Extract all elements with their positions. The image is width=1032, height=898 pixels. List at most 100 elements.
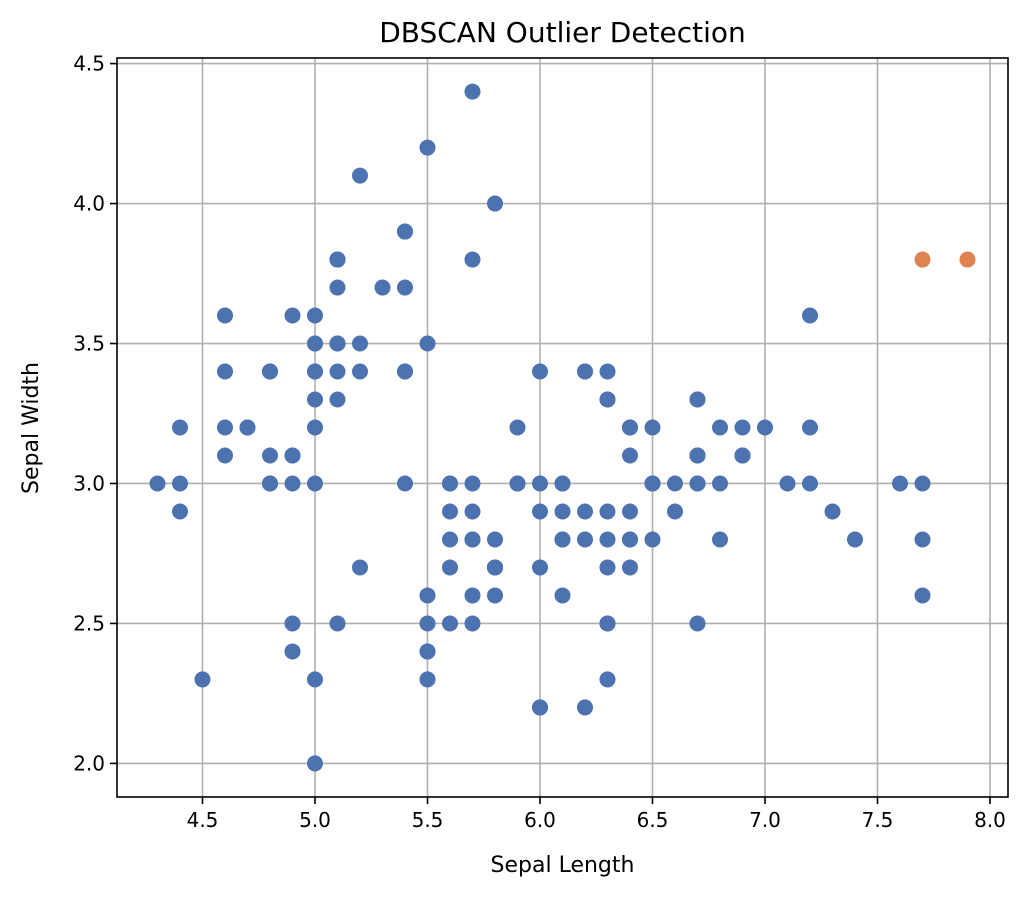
cluster-point — [622, 419, 638, 436]
cluster-point — [329, 335, 346, 352]
cluster-point — [194, 671, 211, 688]
cluster-point — [532, 363, 548, 380]
cluster-point — [284, 447, 301, 464]
cluster-point — [307, 335, 323, 352]
plot-frame — [116, 57, 1009, 798]
cluster-point — [712, 419, 728, 436]
cluster-point — [284, 643, 301, 660]
cluster-point — [442, 503, 458, 520]
cluster-point — [577, 531, 593, 548]
cluster-point — [689, 615, 706, 632]
cluster-point — [487, 531, 503, 548]
cluster-point — [802, 419, 818, 436]
cluster-point — [217, 363, 233, 380]
cluster-point — [734, 419, 751, 436]
outlier-point — [959, 251, 976, 268]
cluster-point — [262, 475, 278, 492]
cluster-point — [307, 307, 323, 324]
y-tick-label: 3.0 — [73, 471, 105, 495]
axis-ticks: 4.5 5.0 5.5 6.0 6.5 7.0 7.5 8.0 2.0 2.5 3.0 3.5 4.0 4… — [73, 52, 1006, 832]
cluster-point — [689, 447, 706, 464]
cluster-point — [802, 307, 818, 324]
cluster-point — [442, 475, 458, 492]
cluster-point — [329, 363, 346, 380]
cluster-point — [757, 419, 773, 436]
cluster-point — [487, 559, 503, 576]
x-tick-label: 6.0 — [524, 808, 556, 832]
x-tick-label: 6.5 — [637, 808, 669, 832]
cluster-point — [352, 335, 368, 352]
cluster-point — [262, 447, 278, 464]
cluster-point — [442, 615, 458, 632]
cluster-point — [284, 307, 301, 324]
cluster-point — [509, 419, 526, 436]
cluster-point — [599, 503, 616, 520]
cluster-point — [397, 363, 413, 380]
cluster-point — [172, 475, 188, 492]
y-tick-label: 4.5 — [73, 52, 105, 76]
cluster-point — [689, 391, 706, 408]
cluster-point — [419, 139, 436, 156]
data-points — [149, 83, 976, 772]
x-tick-label: 7.0 — [749, 808, 781, 832]
cluster-point — [892, 475, 908, 492]
cluster-point — [217, 419, 233, 436]
cluster-point — [329, 279, 346, 296]
cluster-point — [397, 475, 413, 492]
cluster-point — [172, 503, 188, 520]
cluster-point — [779, 475, 796, 492]
cluster-point — [554, 531, 571, 548]
cluster-point — [307, 419, 323, 436]
cluster-point — [217, 447, 233, 464]
cluster-point — [712, 531, 728, 548]
cluster-point — [914, 475, 931, 492]
cluster-point — [599, 671, 616, 688]
cluster-point — [577, 363, 593, 380]
x-tick-label: 7.5 — [862, 808, 894, 832]
cluster-point — [599, 531, 616, 548]
cluster-point — [532, 503, 548, 520]
cluster-point — [374, 279, 391, 296]
cluster-point — [442, 559, 458, 576]
cluster-point — [352, 559, 368, 576]
cluster-point — [464, 531, 481, 548]
cluster-point — [284, 615, 301, 632]
cluster-point — [599, 363, 616, 380]
x-axis-label: Sepal Length — [491, 853, 635, 878]
cluster-point — [622, 531, 638, 548]
cluster-point — [532, 699, 548, 716]
cluster-point — [397, 223, 413, 240]
cluster-point — [329, 615, 346, 632]
cluster-point — [847, 531, 863, 548]
cluster-point — [554, 503, 571, 520]
cluster-point — [577, 503, 593, 520]
cluster-point — [217, 307, 233, 324]
cluster-point — [329, 391, 346, 408]
x-tick-label: 5.0 — [299, 808, 331, 832]
y-tick-label: 3.5 — [73, 332, 105, 356]
cluster-point — [599, 559, 616, 576]
cluster-point — [307, 475, 323, 492]
cluster-point — [487, 195, 503, 212]
cluster-point — [802, 475, 818, 492]
cluster-point — [487, 587, 503, 604]
cluster-point — [262, 363, 278, 380]
cluster-point — [577, 699, 593, 716]
y-axis-label: Sepal Width — [19, 362, 44, 494]
cluster-point — [622, 503, 638, 520]
cluster-point — [532, 559, 548, 576]
cluster-point — [712, 475, 728, 492]
cluster-point — [464, 503, 481, 520]
x-tick-label: 5.5 — [412, 808, 444, 832]
cluster-point — [554, 587, 571, 604]
cluster-point — [734, 447, 751, 464]
cluster-point — [667, 503, 683, 520]
cluster-point — [532, 475, 548, 492]
cluster-point — [599, 615, 616, 632]
cluster-point — [352, 363, 368, 380]
y-tick-label: 2.0 — [73, 751, 105, 775]
cluster-point — [307, 363, 323, 380]
outlier-point — [914, 251, 931, 268]
cluster-point — [397, 279, 413, 296]
